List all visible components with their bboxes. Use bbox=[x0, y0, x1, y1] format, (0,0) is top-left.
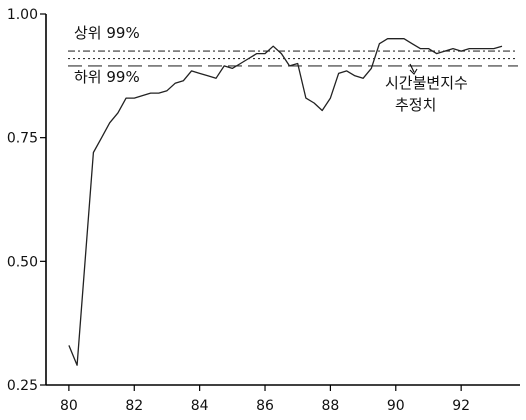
ticks: 80 82 84 86 88 90 92 0.25 0.50 0.75 1.00 bbox=[7, 7, 470, 414]
y-tick-label-0.50: 0.50 bbox=[7, 254, 38, 270]
x-tick-label-84: 84 bbox=[191, 398, 209, 414]
y-tick-label-0.25: 0.25 bbox=[7, 378, 38, 394]
x-tick-label-92: 92 bbox=[452, 398, 470, 414]
reference-lines bbox=[68, 50, 518, 67]
estimate-arrow bbox=[409, 63, 415, 73]
x-tick-label-90: 90 bbox=[387, 398, 405, 414]
series-group bbox=[68, 38, 503, 366]
lower-bound-label: 하위 99% bbox=[74, 68, 140, 86]
estimate-label-line1: 시간불변지수 bbox=[385, 74, 468, 92]
x-tick-label-82: 82 bbox=[125, 398, 143, 414]
axes bbox=[45, 14, 520, 386]
y-tick-label-0.75: 0.75 bbox=[7, 131, 38, 147]
x-tick-label-80: 80 bbox=[60, 398, 78, 414]
upper-bound-label: 상위 99% bbox=[74, 24, 140, 42]
estimate-arrowhead bbox=[409, 68, 418, 75]
x-tick-label-86: 86 bbox=[256, 398, 274, 414]
series-line-0 bbox=[68, 38, 503, 366]
x-tick-label-88: 88 bbox=[321, 398, 339, 414]
y-tick-label-1.00: 1.00 bbox=[7, 7, 38, 23]
estimate-label-line2: 추정치 bbox=[395, 96, 436, 114]
